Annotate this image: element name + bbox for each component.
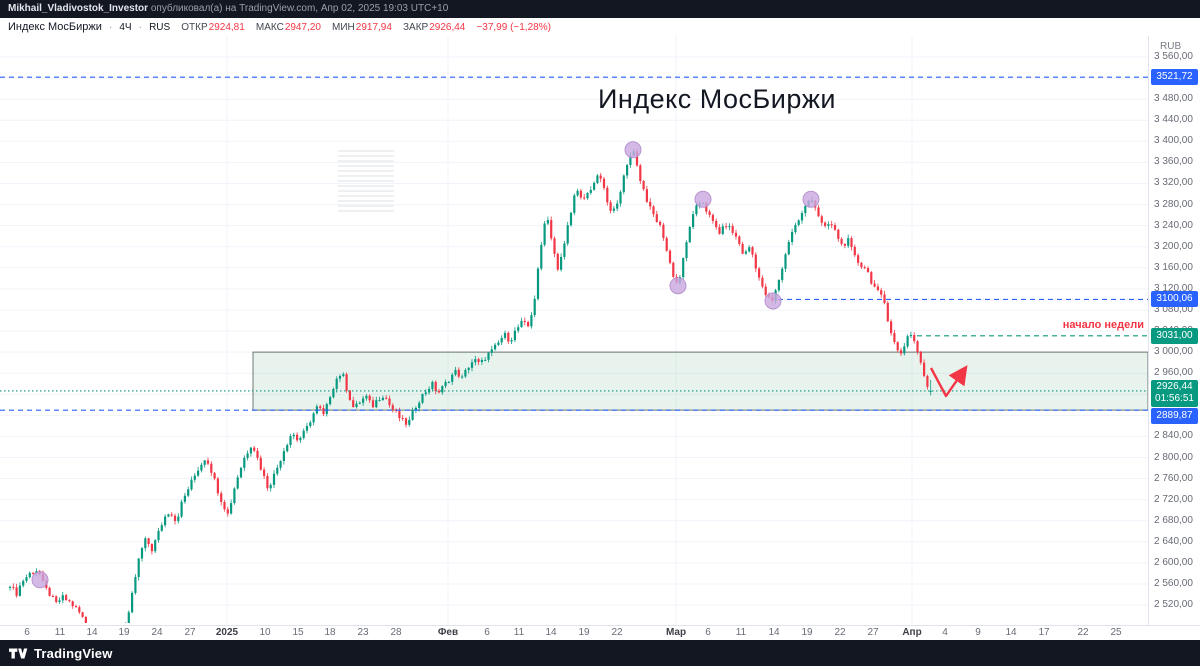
footer-bar: TradingView (0, 640, 1200, 666)
interval-label[interactable]: 4Ч (119, 22, 132, 33)
price-tick-label: 3 280,00 (1154, 198, 1193, 210)
price-tick-label: 2 560,00 (1154, 578, 1193, 589)
price-tick-label: 3 560,00 (1154, 51, 1193, 62)
chart-title-annotation: Индекс МосБиржи (598, 84, 836, 114)
price-axis[interactable]: 3 560,003 520,003 480,003 440,003 400,00… (1148, 36, 1200, 625)
time-tick-label: 25 (1110, 627, 1122, 638)
time-tick-label: 28 (390, 627, 402, 638)
time-tick-label: Мар (665, 627, 687, 638)
chart-legend: Индекс МосБиржи · 4Ч · RUS ОТКР2924,81 М… (0, 18, 1200, 36)
currency-label: RUB (1160, 41, 1182, 52)
price-tick-label: 2 800,00 (1154, 451, 1193, 463)
time-tick-label: 24 (151, 627, 163, 638)
price-tick-label: 3 000,00 (1154, 346, 1193, 358)
time-tick-label: 10 (259, 627, 271, 638)
price-tick-label: 2 520,00 (1154, 599, 1193, 611)
price-tick-label: 3 240,00 (1154, 219, 1193, 231)
price-tick-label: 2 680,00 (1154, 514, 1193, 526)
symbol-name[interactable]: Индекс МосБиржи (8, 21, 102, 33)
price-level-badge: 3521,72 (1151, 69, 1198, 86)
time-tick-label: 4 (942, 627, 948, 638)
exchange-label: RUS (149, 22, 171, 33)
price-tick-label: 3 360,00 (1154, 156, 1193, 168)
price-tick-label: 3 160,00 (1154, 261, 1193, 273)
high-label: МАКС (255, 22, 284, 33)
time-tick-label: 11 (735, 627, 747, 638)
time-tick-label: 19 (801, 627, 813, 638)
time-tick-label: 22 (1077, 627, 1089, 638)
price-level-badge: 3100,06 (1151, 291, 1198, 308)
tradingview-logo-icon[interactable] (9, 646, 29, 661)
week-open-label: начало недели (1062, 319, 1144, 331)
price-tick-label: 2 600,00 (1154, 556, 1193, 568)
time-tick-label: 14 (86, 627, 98, 638)
low-value: 2917,94 (355, 22, 392, 33)
legend-separator: · (138, 22, 143, 33)
time-tick-label: 15 (292, 627, 304, 638)
price-tick-label: 3 120,00 (1154, 282, 1193, 294)
time-tick-label: 2025 (215, 627, 239, 638)
tradingview-wordmark[interactable]: TradingView (34, 645, 113, 661)
time-axis[interactable]: 6 11 14 19 24 27 2025 10 15 18 23 28 Фев 6 11 14 19 22 Мар… (0, 625, 1200, 640)
time-tick-label: 27 (867, 627, 879, 638)
open-value: 2924,81 (208, 22, 245, 33)
time-tick-label: 9 (975, 627, 981, 638)
time-tick-label: 19 (118, 627, 130, 638)
legend-separator: · (108, 22, 113, 33)
price-level-badge: 3031,00 (1151, 327, 1198, 344)
price-tick-label: 2 760,00 (1154, 472, 1193, 484)
author-username[interactable]: Mikhail_Vladivostok_Investor (8, 3, 149, 14)
price-tick-label: 2 960,00 (1154, 367, 1193, 379)
time-tick-label: Апр (902, 627, 922, 638)
time-tick-label: 22 (611, 627, 623, 638)
time-tick-label: 17 (1038, 627, 1050, 638)
last-price-badge: 2926,44 01:56:51 (1151, 379, 1198, 407)
price-tick-label: 3 400,00 (1154, 135, 1193, 147)
price-tick-label: 2 720,00 (1154, 493, 1193, 505)
change-value: −37,99 (−1,28%) (476, 22, 551, 33)
time-tick-label: 23 (357, 627, 369, 638)
close-label: ЗАКР (403, 22, 429, 33)
time-tick-label: 6 (705, 627, 711, 638)
price-tick-label: 3 200,00 (1154, 240, 1193, 252)
open-label: ОТКР (181, 22, 208, 33)
time-tick-label: 14 (768, 627, 780, 638)
price-tick-label: 2 640,00 (1154, 535, 1193, 547)
price-level-badge: 2889,87 (1151, 408, 1198, 425)
time-tick-label: 6 (24, 627, 30, 638)
close-value: 2926,44 (429, 22, 466, 33)
time-tick-label: 11 (513, 627, 525, 638)
low-label: МИН (332, 22, 355, 33)
time-tick-label: 27 (184, 627, 196, 638)
time-tick-label: 22 (834, 627, 846, 638)
high-value: 2947,20 (284, 22, 321, 33)
price-tick-label: 3 480,00 (1154, 93, 1193, 105)
time-tick-label: Фев (437, 627, 459, 638)
publication-bar: Mikhail_Vladivostok_Investor опубликовал… (0, 0, 1200, 18)
time-tick-label: 6 (484, 627, 490, 638)
time-tick-label: 14 (545, 627, 557, 638)
price-tick-label: 3 440,00 (1154, 114, 1193, 126)
time-tick-label: 11 (54, 627, 66, 638)
price-tick-label: 3 080,00 (1154, 303, 1193, 315)
publication-info: опубликовал(а) на TradingView.com, Апр 0… (148, 3, 449, 14)
time-tick-label: 18 (324, 627, 336, 638)
time-tick-label: 14 (1005, 627, 1017, 638)
time-tick-label: 19 (578, 627, 590, 638)
price-tick-label: 3 320,00 (1154, 177, 1193, 189)
price-tick-label: 2 840,00 (1154, 430, 1193, 442)
faint-watermark-table (338, 150, 394, 214)
